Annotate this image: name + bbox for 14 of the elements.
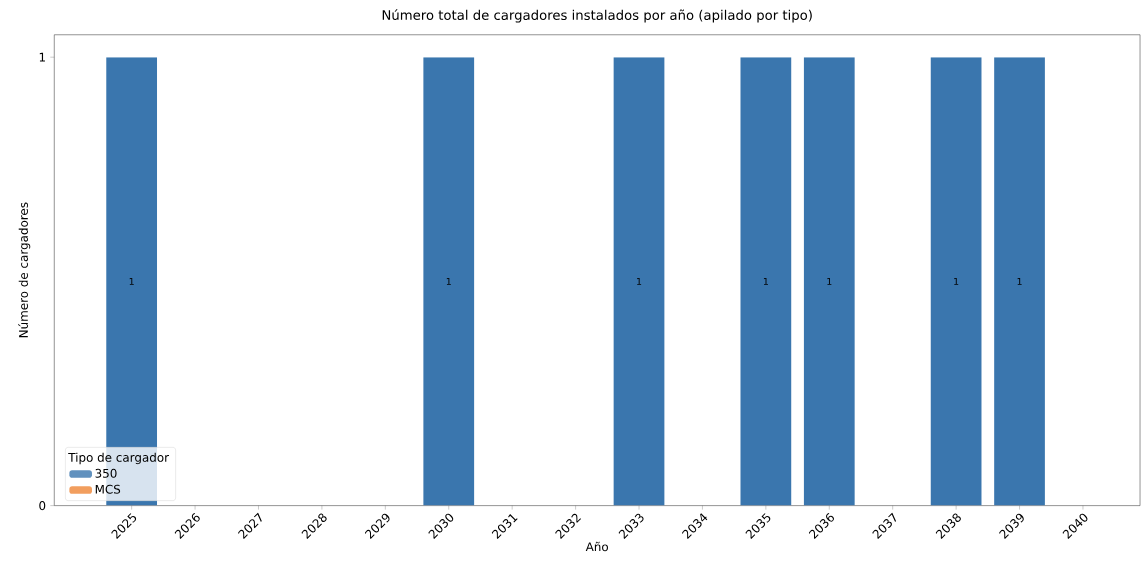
y-axis-title: Número de cargadores [18, 202, 31, 338]
data-label: 1 [1017, 277, 1022, 285]
data-label: 1 [129, 277, 134, 285]
legend-title: Tipo de cargador [68, 452, 170, 465]
chart-title: Número total de cargadores instalados por año (apilado por tipo) [382, 9, 812, 23]
y-tick-label: 0 [39, 501, 46, 511]
legend-label: 350 [95, 468, 117, 478]
data-label: 1 [637, 277, 642, 285]
data-label: 1 [954, 277, 959, 285]
x-axis-title: Año [585, 541, 609, 552]
legend-label: MCS [95, 484, 121, 494]
data-label: 1 [827, 277, 832, 285]
data-label: 1 [446, 277, 451, 285]
data-label: 1 [763, 277, 768, 285]
